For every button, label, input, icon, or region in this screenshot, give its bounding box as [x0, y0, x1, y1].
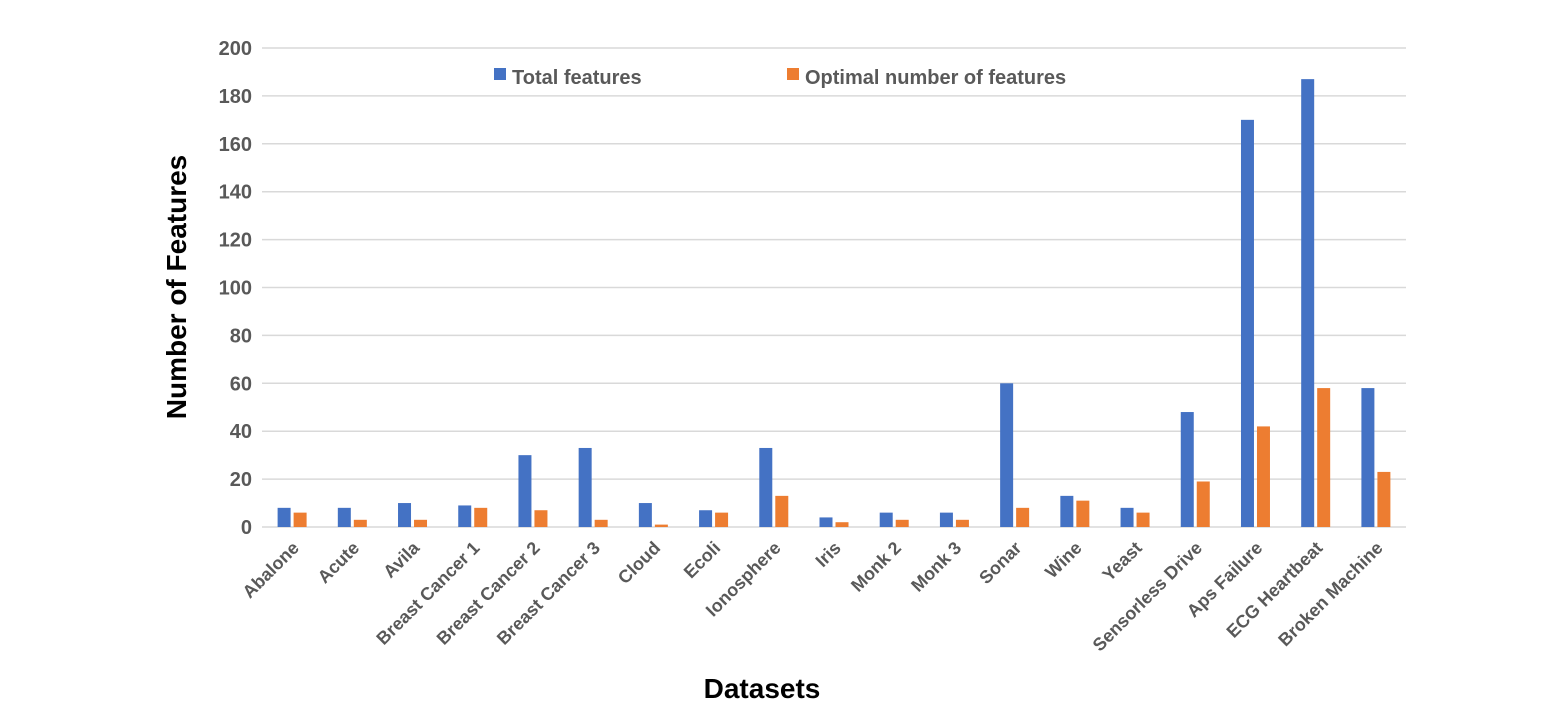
bars [277, 79, 1391, 527]
x-tick-label-sensorless-drive: Sensorless Drive [1089, 538, 1206, 655]
bar-total-broken-machine [1361, 388, 1375, 527]
bar-optimal-abalone [293, 512, 307, 527]
bar-optimal-monk-3 [955, 519, 969, 527]
bar-total-breast-cancer-3 [578, 447, 592, 527]
bar-total-ecg-heartbeat [1301, 79, 1315, 527]
bar-optimal-breast-cancer-1 [474, 507, 488, 527]
x-tick-label-avila: Avila [379, 537, 424, 582]
bar-optimal-yeast [1136, 512, 1150, 527]
x-tick-label-sonar: Sonar [975, 538, 1025, 588]
bar-optimal-ecoli [715, 512, 729, 527]
bar-total-aps-failure [1240, 119, 1254, 527]
x-tick-label-breast-cancer-3: Breast Cancer 3 [493, 538, 604, 649]
bar-total-iris [819, 517, 833, 527]
x-tick-label-broken-machine: Broken Machine [1274, 538, 1386, 650]
bar-optimal-avila [414, 519, 428, 527]
gridlines [262, 47, 1406, 528]
bar-total-sensorless-drive [1180, 412, 1194, 527]
bar-optimal-broken-machine [1377, 471, 1391, 527]
y-tick-label-40: 40 [230, 421, 252, 443]
x-tick-label-ecoli: Ecoli [680, 538, 725, 583]
bar-optimal-wine [1076, 500, 1090, 527]
bar-total-ionosphere [759, 447, 773, 527]
bar-total-acute [337, 507, 351, 527]
x-tick-label-monk-2: Monk 2 [847, 538, 905, 596]
x-tick-label-yeast: Yeast [1098, 538, 1145, 585]
bar-total-monk-2 [879, 512, 893, 527]
legend-label-total-features: Total features [512, 67, 642, 89]
y-axis-title: Number of Features [161, 155, 192, 420]
bar-total-wine [1060, 495, 1074, 527]
x-tick-label-abalone: Abalone [239, 538, 303, 602]
x-axis-title: Datasets [704, 673, 821, 704]
y-tick-label-160: 160 [219, 134, 252, 156]
bar-optimal-monk-2 [895, 519, 909, 527]
bar-optimal-acute [353, 519, 367, 527]
y-axis-ticks: 0 20 40 60 80 100 120 140 160 180 200 [219, 38, 252, 539]
x-tick-label-wine: Wine [1041, 538, 1085, 582]
bar-total-abalone [277, 507, 291, 527]
bar-optimal-aps-failure [1256, 426, 1270, 527]
legend-swatch-total-features [494, 68, 506, 80]
x-tick-label-breast-cancer-2: Breast Cancer 2 [433, 538, 544, 649]
bar-optimal-breast-cancer-2 [534, 510, 548, 527]
x-tick-label-breast-cancer-1: Breast Cancer 1 [372, 538, 483, 649]
bar-total-sonar [1000, 383, 1014, 527]
bar-total-ecoli [699, 510, 713, 527]
x-tick-label-cloud: Cloud [614, 538, 664, 588]
y-tick-label-0: 0 [241, 517, 252, 539]
x-tick-label-acute: Acute [314, 538, 364, 588]
bar-optimal-cloud [654, 524, 668, 527]
bar-optimal-iris [835, 522, 849, 527]
legend-label-optimal-features: Optimal number of features [805, 67, 1066, 89]
x-tick-label-iris: Iris [812, 538, 845, 571]
bar-total-avila [398, 503, 412, 527]
bar-optimal-ionosphere [775, 495, 789, 527]
bar-optimal-breast-cancer-3 [594, 519, 608, 527]
bar-total-breast-cancer-1 [458, 505, 472, 527]
bar-total-cloud [638, 503, 652, 527]
y-tick-label-100: 100 [219, 278, 252, 300]
y-tick-label-80: 80 [230, 325, 252, 347]
y-tick-label-200: 200 [219, 38, 252, 60]
bar-total-monk-3 [939, 512, 953, 527]
x-tick-label-monk-3: Monk 3 [907, 538, 965, 596]
legend-swatch-optimal-features [787, 68, 799, 80]
bar-total-yeast [1120, 507, 1134, 527]
y-tick-label-60: 60 [230, 373, 252, 395]
bar-optimal-sonar [1016, 507, 1030, 527]
bar-optimal-ecg-heartbeat [1317, 388, 1331, 527]
legend: Total features Optimal number of feature… [494, 67, 1066, 89]
y-tick-label-120: 120 [219, 230, 252, 252]
y-tick-label-140: 140 [219, 182, 252, 204]
bar-total-breast-cancer-2 [518, 455, 532, 527]
y-tick-label-20: 20 [230, 469, 252, 491]
bar-optimal-sensorless-drive [1196, 481, 1210, 527]
y-tick-label-180: 180 [219, 86, 252, 108]
